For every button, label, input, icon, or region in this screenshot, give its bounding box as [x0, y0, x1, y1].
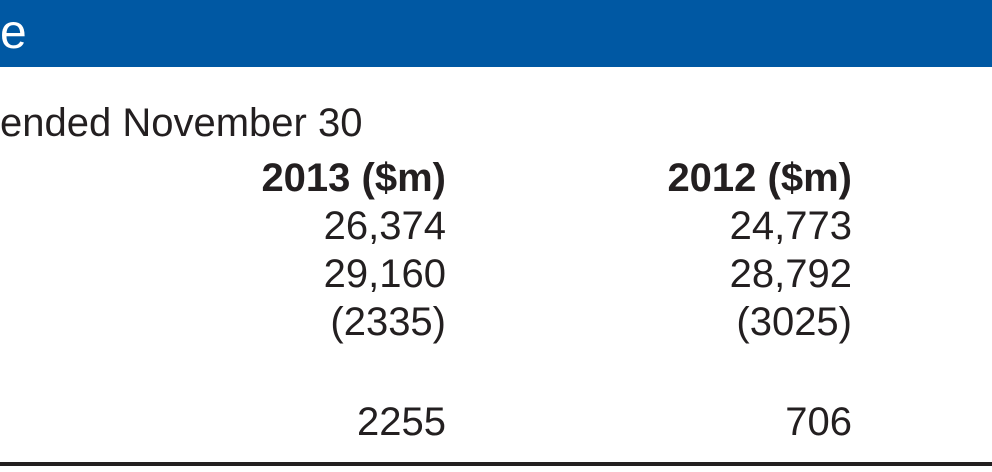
- title-bar: e: [0, 0, 992, 67]
- table-cell: 706: [785, 400, 852, 444]
- table-title: e: [0, 6, 27, 59]
- table-cell: 28,792: [729, 252, 852, 296]
- table-cell: 29,160: [323, 252, 446, 296]
- bottom-rule: [0, 462, 992, 466]
- table-cell: 2255: [357, 400, 446, 444]
- table-cell: 24,773: [729, 204, 852, 248]
- period-label: ended November 30: [0, 101, 363, 145]
- column-header-2012: 2012 ($m): [667, 156, 852, 200]
- column-header-2013: 2013 ($m): [261, 156, 446, 200]
- table-cell: (3025): [736, 300, 852, 344]
- table-cell: (2335): [330, 300, 446, 344]
- table-cell: 26,374: [323, 204, 446, 248]
